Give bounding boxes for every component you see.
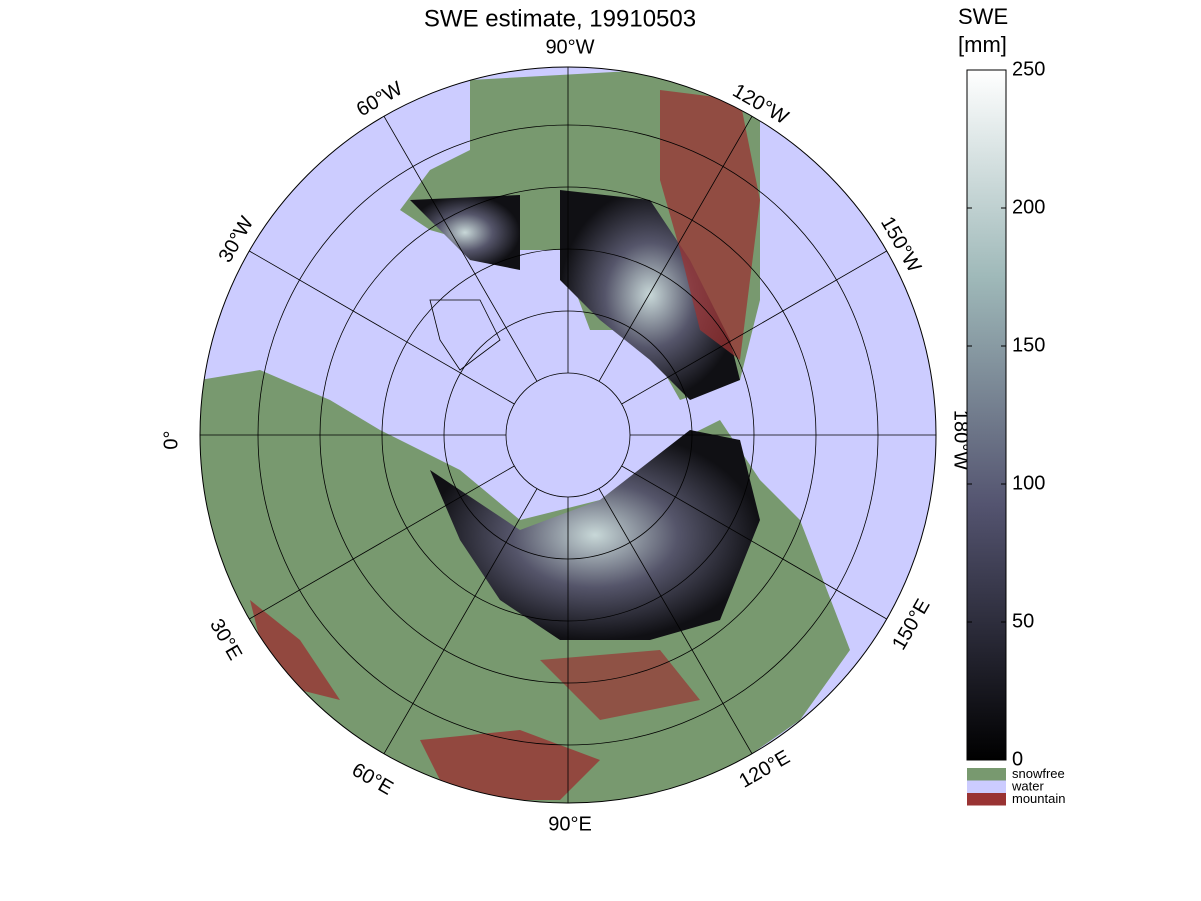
meridian [621,465,887,620]
meridian [249,250,515,405]
colorbar-label: [mm] [958,32,1007,57]
colorbar-label: SWE [958,4,1008,29]
snow-na [560,190,740,400]
mountain-rockies [660,90,760,360]
mountain-europe [250,600,340,700]
graticule [200,67,936,803]
lon-label: 30°E [205,615,246,664]
colorbar-tick-label: 50 [1012,610,1034,632]
legend-label: snowfree [1012,766,1065,781]
legend-swatch [967,793,1006,806]
mountain-asia [420,730,600,800]
meridian [249,465,515,620]
snow-eurasia [430,430,760,640]
map-title: SWE estimate, 19910503 [424,5,696,32]
legend-label: water [1011,778,1044,793]
meridian [621,250,887,405]
meridian [383,116,538,382]
snow-labrador [410,195,520,270]
colorbar-tick-label: 0 [1012,748,1023,770]
colorbar-tick-label: 150 [1012,334,1045,356]
colorbar-tick-label: 100 [1012,472,1045,494]
lon-label: 0° [160,430,182,449]
legend-swatch [967,768,1006,781]
colorbar [966,69,1007,761]
lon-label: 60°E [348,759,397,800]
legend-label: mountain [1012,791,1065,806]
map-area [200,67,936,803]
meridian [598,116,753,382]
lon-label: 90°W [545,36,594,58]
legend-swatch [967,780,1006,793]
meridian [598,488,753,754]
meridian [383,488,538,754]
mountain-central [540,650,700,720]
lon-label: 180°W [950,410,972,470]
lon-label: 90°E [548,813,592,835]
greenland [429,299,501,371]
colorbar-tick-label: 200 [1012,196,1045,218]
map-border [199,66,937,804]
colorbar-tick-label: 250 [1012,58,1045,80]
